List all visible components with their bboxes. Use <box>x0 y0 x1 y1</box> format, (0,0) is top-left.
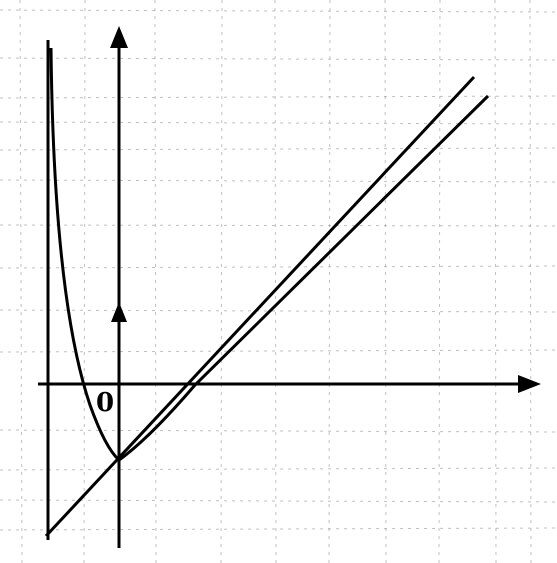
y-axis-arrowhead <box>110 26 128 48</box>
oblique-asymptote <box>44 75 476 538</box>
y-axis-tick-arrow <box>111 302 127 322</box>
x-axis-arrowhead <box>518 375 541 393</box>
origin-label: 0 <box>96 388 114 418</box>
y-axis <box>110 26 128 548</box>
function-curve <box>49 47 490 462</box>
